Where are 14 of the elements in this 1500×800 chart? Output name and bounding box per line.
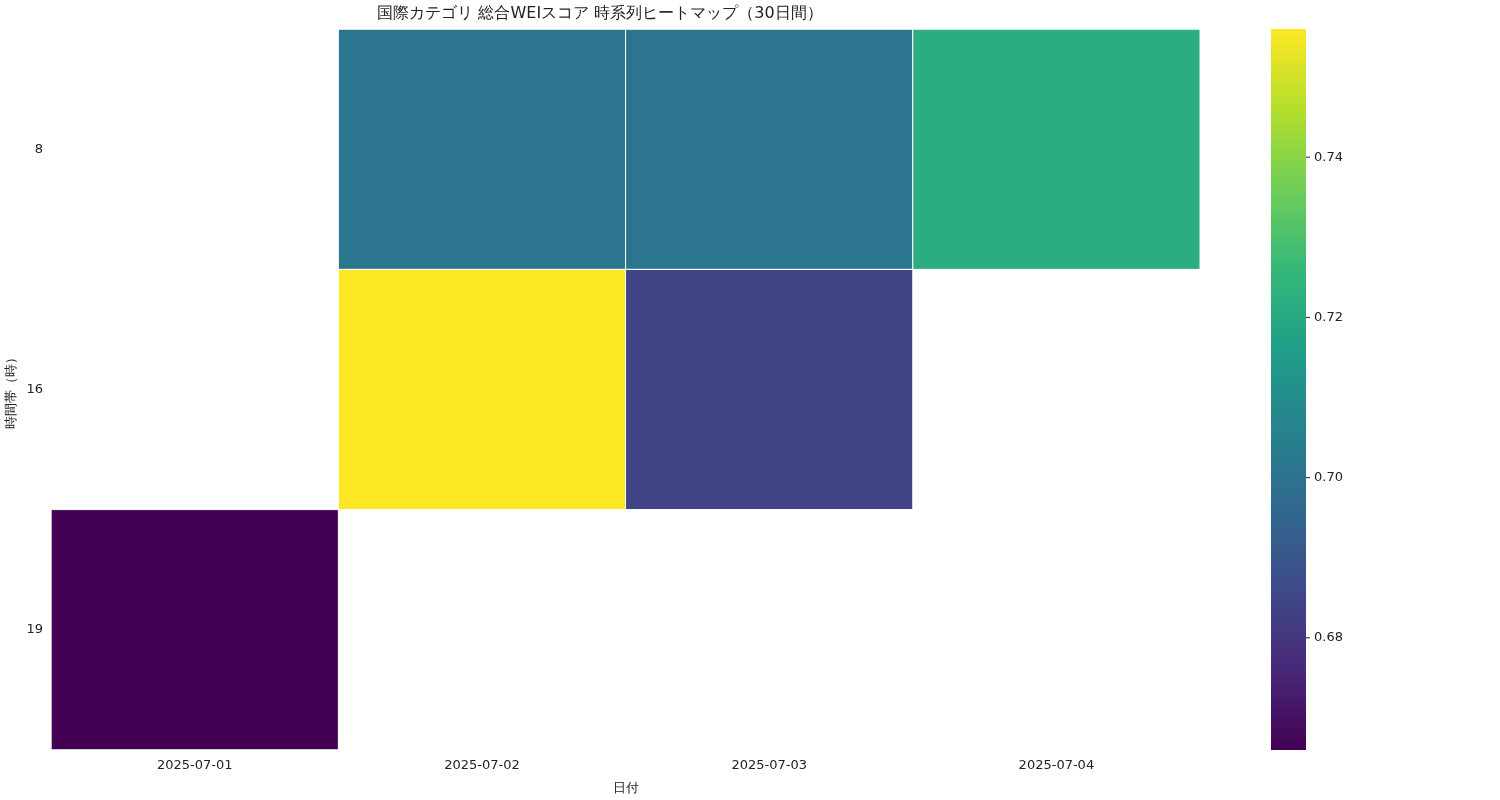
y-tick-label: 19 [26, 621, 44, 637]
color-bar-label: 0.72 [1314, 308, 1343, 324]
x-tick-label: 2025-07-03 [731, 756, 807, 772]
color-bar-label: 0.70 [1314, 469, 1343, 484]
x-axis-title: 日付 [612, 779, 639, 795]
x-tick-label: 2025-07-01 [156, 756, 233, 772]
y-tick-label: 8 [34, 140, 44, 156]
y-axis-title: 時間帯（時） [3, 350, 19, 429]
color-bar-label: 0.68 [1314, 629, 1343, 645]
y-tick-label: 16 [26, 380, 44, 396]
chart-title: 国際カテゴリ 総合WEIスコア 時系列ヒートマップ（30日間） [377, 2, 823, 22]
x-tick-label: 2025-07-02 [444, 756, 520, 772]
x-tick-label: 2025-07-04 [1018, 756, 1095, 772]
color-bar-label: 0.74 [1314, 148, 1343, 164]
